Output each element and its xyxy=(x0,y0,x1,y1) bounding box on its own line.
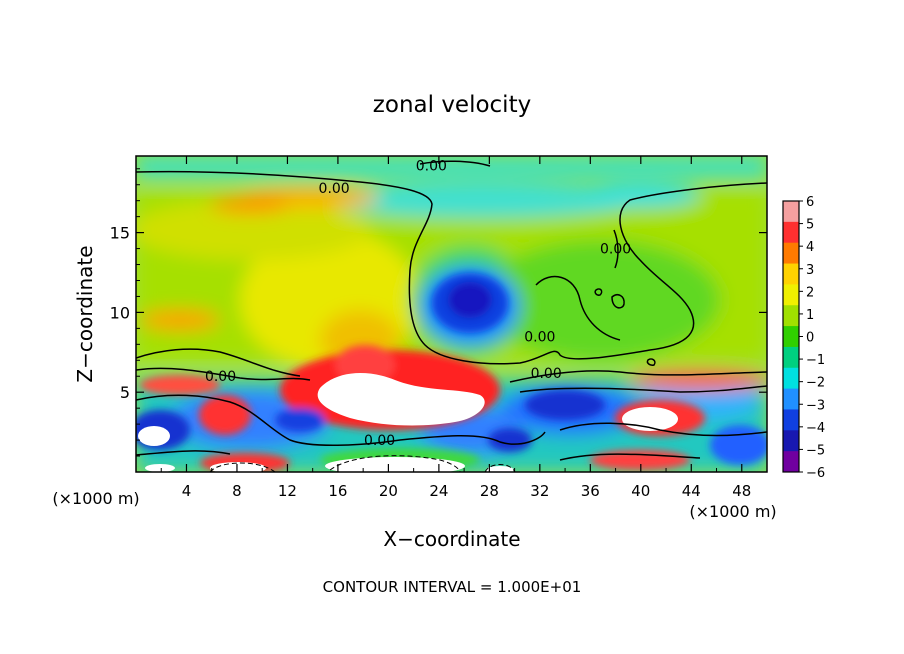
x-axis-unit-right: (×1000 m) xyxy=(689,502,776,521)
colorbar-label: 1 xyxy=(806,308,814,323)
colorbar-swatch xyxy=(783,451,799,473)
contour-label: 0.00 xyxy=(364,433,395,449)
x-tick-label: 8 xyxy=(232,482,242,500)
y-tick-label: 15 xyxy=(110,224,130,243)
colorbar-label: 4 xyxy=(806,240,814,255)
y-tick-label: 5 xyxy=(120,383,130,402)
colorbar-swatch xyxy=(783,367,799,390)
contour-interval-note: CONTOUR INTERVAL = 1.000E+01 xyxy=(323,578,582,596)
x-tick-label: 48 xyxy=(732,482,751,500)
colorbar: 6 5 4 3 2 1 0 −1 −2 −3 −4 −5 −6 xyxy=(782,195,825,481)
colorbar-label: −1 xyxy=(806,353,825,368)
x-tick-label: 40 xyxy=(631,482,650,500)
zero-contours xyxy=(136,160,767,461)
x-tick-label: 4 xyxy=(182,482,192,500)
colorbar-label: −3 xyxy=(806,398,825,413)
contour-label: 0.00 xyxy=(205,369,236,385)
colorbar-label: −6 xyxy=(806,466,825,481)
x-axis-ticks: 4 8 12 16 20 24 28 32 36 40 44 48 xyxy=(160,156,751,500)
x-tick-label: 32 xyxy=(530,482,549,500)
contour-label: 0.00 xyxy=(524,329,555,345)
x-tick-label: 24 xyxy=(429,482,448,500)
colorbar-swatch xyxy=(783,326,799,348)
colorbar-label: −5 xyxy=(806,443,825,458)
colorbar-swatch xyxy=(783,430,799,452)
colorbar-label: 3 xyxy=(806,263,814,278)
y-axis-ticks: 5 10 15 xyxy=(110,168,767,457)
colorbar-swatch xyxy=(783,242,799,265)
y-tick-label: 10 xyxy=(110,303,130,322)
y-axis-label: Z−coordinate xyxy=(73,245,97,382)
contour-label: 0.00 xyxy=(600,242,631,258)
x-axis-label: X−coordinate xyxy=(383,527,520,551)
colorbar-label: −4 xyxy=(806,421,825,436)
colorbar-label: 6 xyxy=(806,195,814,210)
colorbar-label: −2 xyxy=(806,376,825,391)
colorbar-label: 0 xyxy=(806,331,814,346)
plot-frame xyxy=(135,155,768,473)
contour-label: 0.00 xyxy=(416,159,447,175)
colorbar-swatch xyxy=(783,388,799,410)
x-tick-label: 36 xyxy=(581,482,600,500)
contour-label: 0.00 xyxy=(319,181,350,197)
colorbar-label: 2 xyxy=(806,285,814,300)
x-tick-label: 28 xyxy=(480,482,499,500)
x-tick-label: 44 xyxy=(682,482,701,500)
contour-label: 0.00 xyxy=(531,366,562,382)
colorbar-swatch xyxy=(783,263,799,285)
x-tick-label: 20 xyxy=(379,482,398,500)
colorbar-swatch xyxy=(783,305,799,327)
colorbar-label: 5 xyxy=(806,218,814,233)
chart-title: zonal velocity xyxy=(373,92,531,118)
x-axis-unit-left: (×1000 m) xyxy=(52,489,139,508)
colorbar-swatch xyxy=(783,409,799,431)
x-tick-label: 12 xyxy=(278,482,297,500)
negative-contours xyxy=(209,455,516,472)
colorbar-swatch xyxy=(783,221,799,244)
heatmap-field xyxy=(136,156,767,472)
colorbar-swatch xyxy=(783,346,799,369)
x-tick-label: 16 xyxy=(328,482,347,500)
colorbar-swatch xyxy=(783,284,799,306)
colorbar-swatch xyxy=(783,201,799,223)
